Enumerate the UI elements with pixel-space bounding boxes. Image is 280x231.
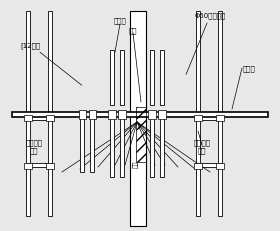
Text: 架子: 架子 [30, 146, 38, 153]
Bar [196, 12, 200, 216]
Bar [158, 110, 166, 119]
Bar [26, 163, 52, 167]
Bar [150, 51, 154, 106]
Bar [194, 163, 202, 169]
Bar [120, 112, 124, 177]
Bar [160, 51, 164, 106]
Bar [196, 116, 222, 121]
Bar [24, 116, 32, 122]
Bar [118, 110, 126, 119]
Bar [160, 112, 164, 177]
Text: 千斤顶: 千斤顶 [114, 17, 126, 24]
Bar [24, 163, 32, 169]
Bar [79, 110, 86, 119]
Bar [46, 116, 54, 122]
Text: 钉模: 钉模 [129, 27, 137, 33]
Bar [196, 163, 222, 167]
Bar [216, 163, 224, 169]
Bar [136, 108, 146, 162]
Text: [12槽钉: [12槽钉 [20, 42, 82, 86]
Bar [130, 12, 146, 226]
Bar [80, 112, 84, 172]
Bar [110, 51, 114, 106]
Bar [148, 110, 156, 119]
Text: Φ50承重钉管: Φ50承重钉管 [186, 12, 226, 75]
Text: 安全网: 安全网 [243, 65, 256, 71]
Bar [26, 12, 30, 216]
Bar [194, 116, 202, 122]
Bar [46, 163, 54, 169]
Bar [12, 112, 268, 118]
Text: 座座: 座座 [133, 160, 139, 167]
Bar [26, 116, 52, 121]
Bar [90, 112, 94, 172]
Text: 座外双排: 座外双排 [25, 138, 43, 145]
Text: 架子: 架子 [198, 146, 206, 153]
Bar [110, 112, 114, 177]
Bar [216, 116, 224, 122]
Bar [218, 12, 222, 216]
Bar [48, 12, 52, 216]
Bar [120, 51, 124, 106]
Bar [108, 110, 116, 119]
Text: 座内满堂: 座内满堂 [193, 138, 211, 145]
Bar [89, 110, 96, 119]
Bar [150, 112, 154, 177]
